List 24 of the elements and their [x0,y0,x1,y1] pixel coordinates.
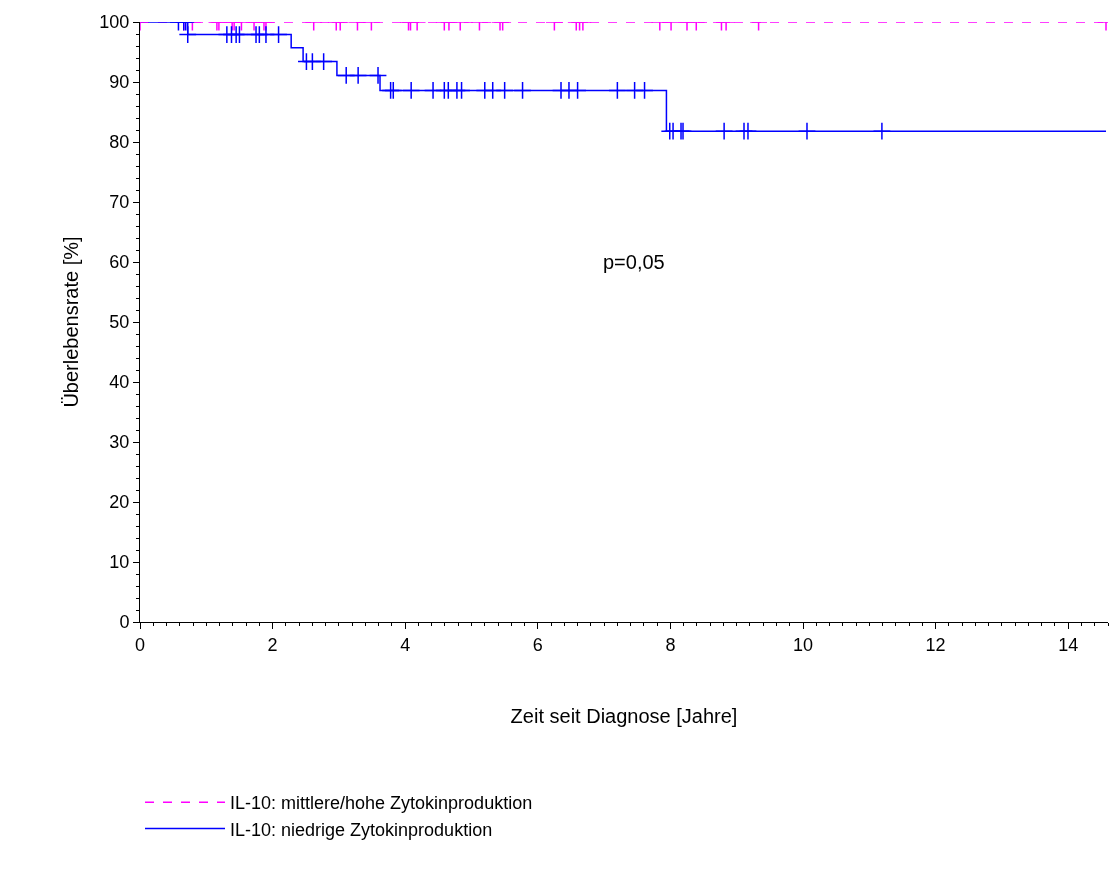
legend-label: IL-10: niedrige Zytokinproduktion [230,819,493,840]
y-tick-label: 70 [109,192,130,213]
y-tick-label: 80 [109,132,130,153]
y-axis-title: Überlebensrate [%] [59,236,82,408]
x-tick-label: 2 [267,634,278,655]
y-tick-label: 20 [109,492,130,513]
y-tick-label: 40 [109,372,130,393]
legend-label: IL-10: mittlere/hohe Zytokinproduktion [230,793,533,814]
x-tick-label: 4 [400,634,411,655]
annotation: p=0,05 [603,251,665,273]
y-tick-label: 0 [119,612,130,633]
x-tick-label: 12 [925,634,946,655]
x-tick-label: 0 [134,634,146,655]
x-tick-label: 10 [792,634,814,655]
y-tick-label: 50 [109,312,130,333]
y-tick-label: 90 [109,72,130,93]
y-tick-label: 60 [109,252,130,273]
x-axis-title: Zeit seit Diagnose [Jahre] [510,705,738,728]
y-tick-label: 100 [99,12,130,33]
x-tick-label: 8 [665,634,676,655]
x-tick-label: 14 [1058,634,1079,655]
y-tick-label: 30 [109,432,130,453]
y-tick-label: 10 [109,552,130,573]
x-tick-label: 6 [532,634,543,655]
